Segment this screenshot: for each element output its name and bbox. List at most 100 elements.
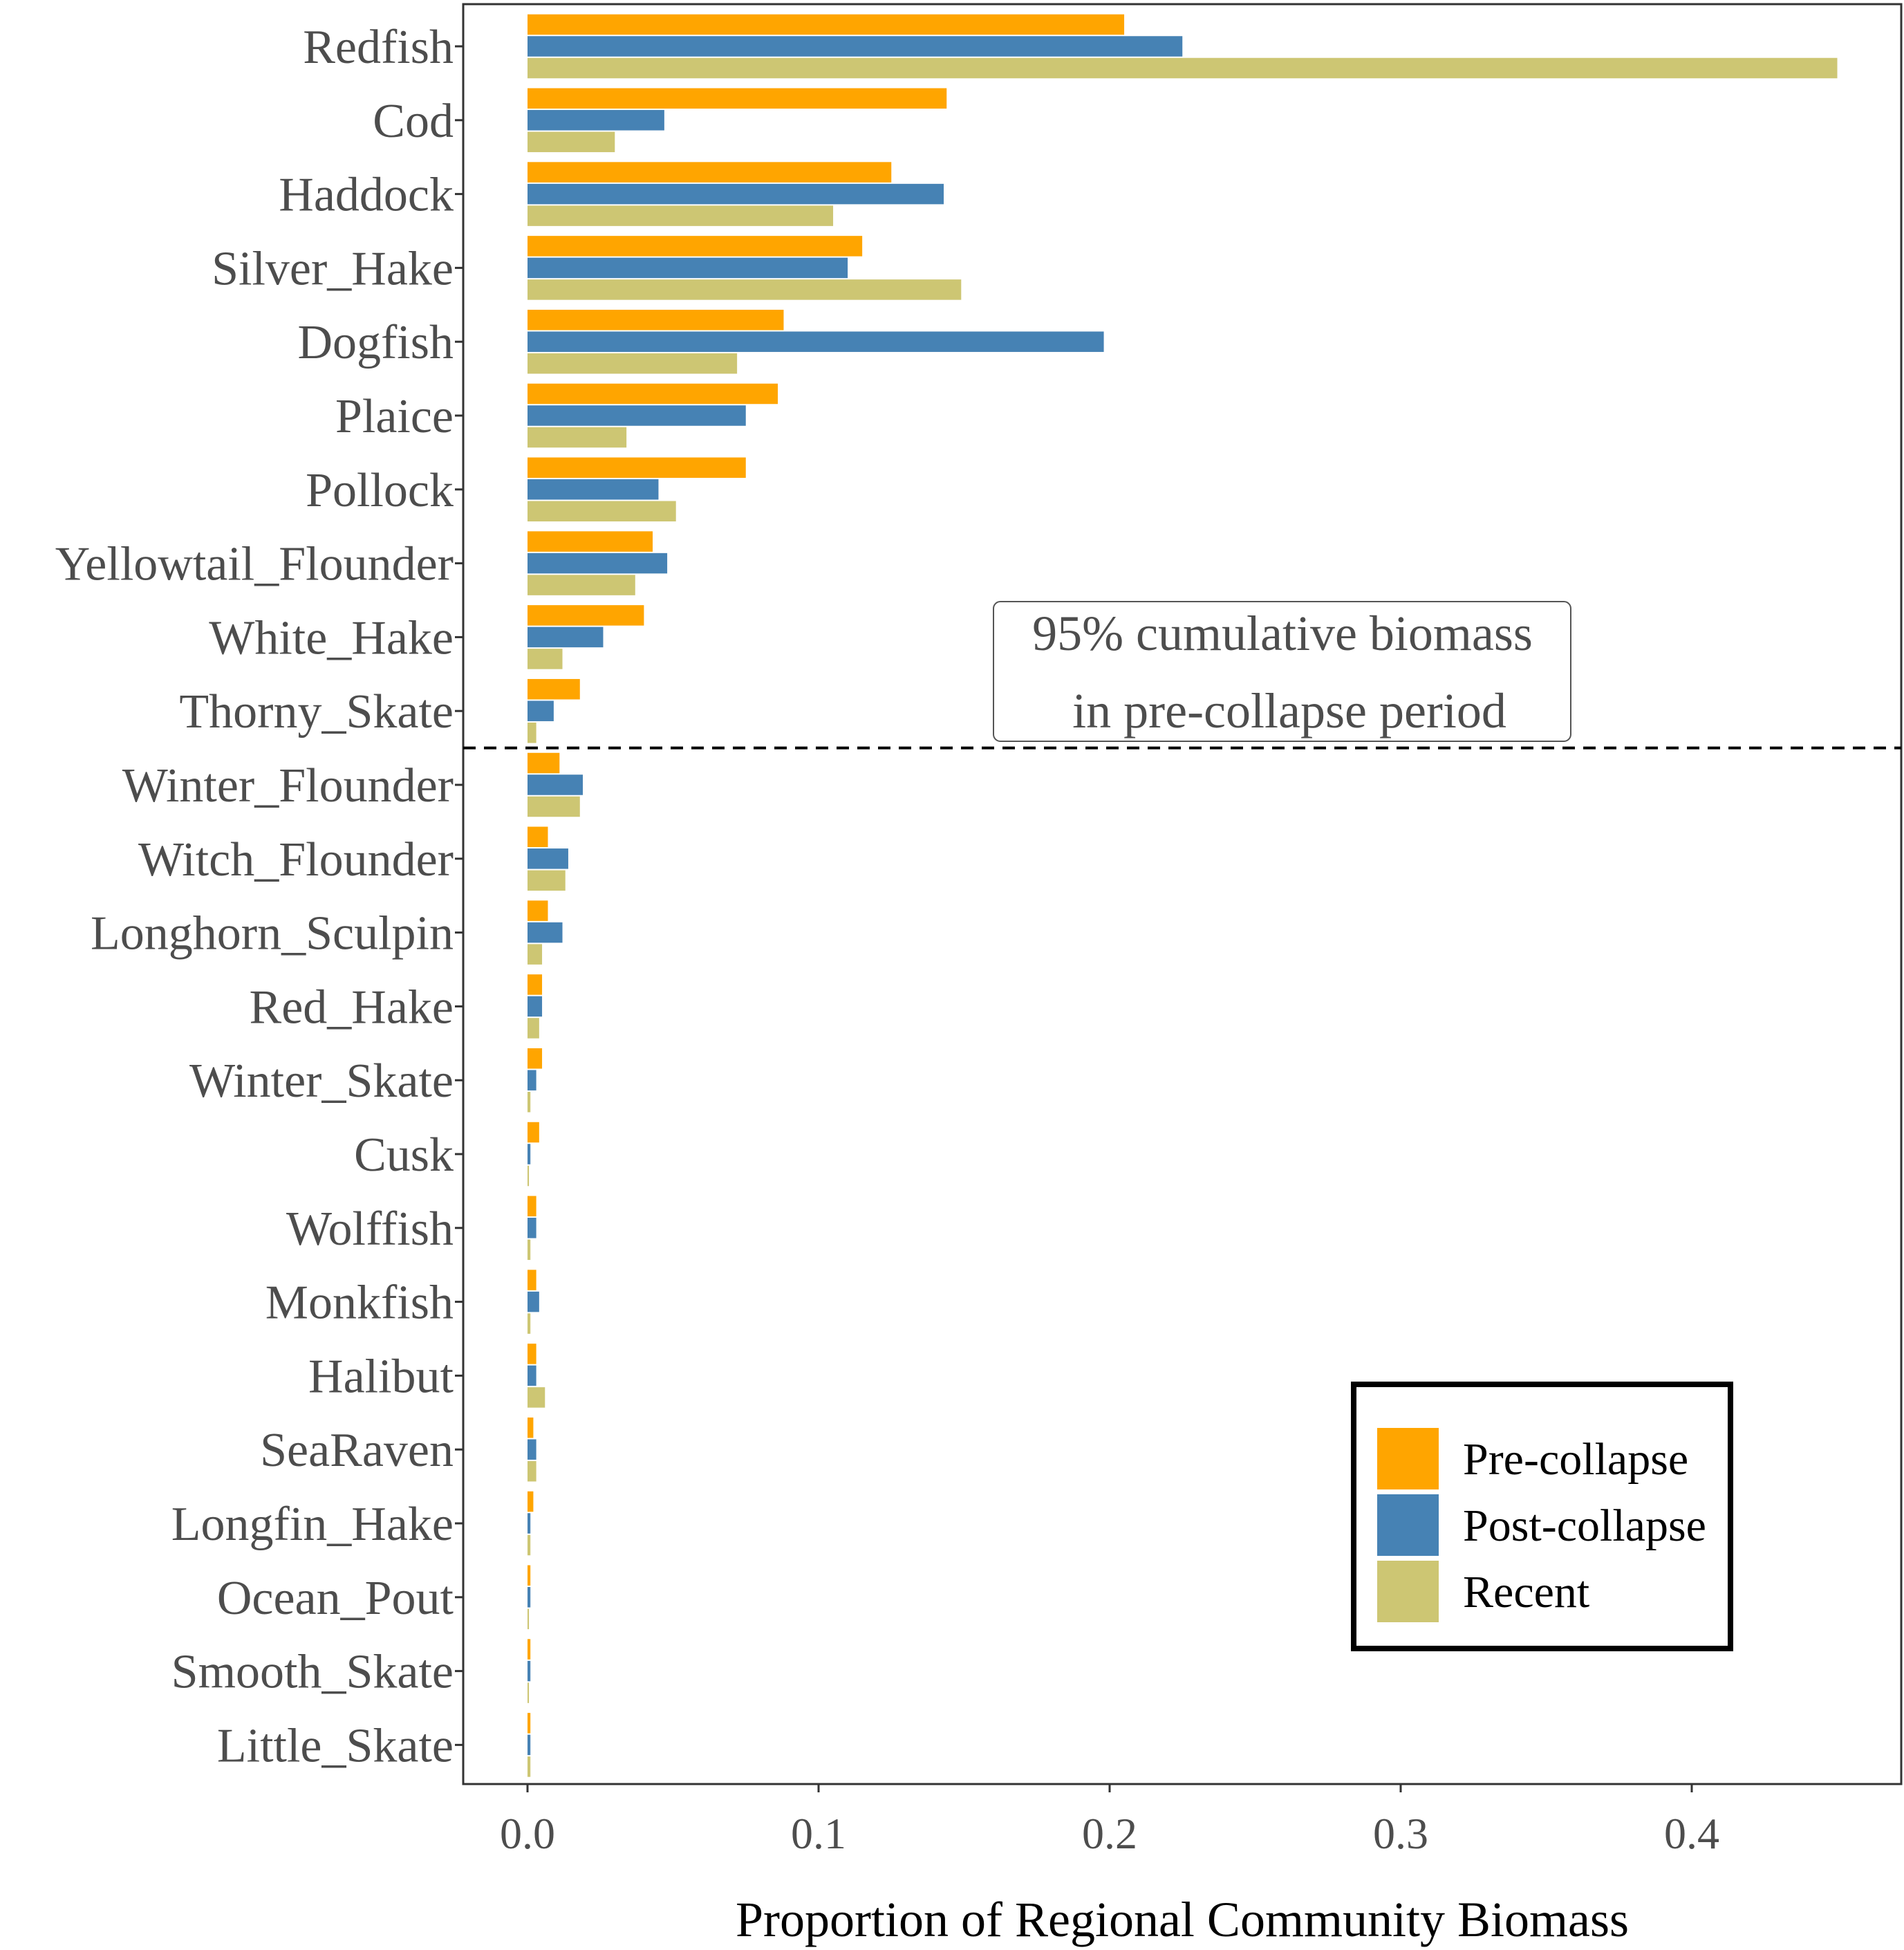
bar-longhorn-sculpin-recent [528,944,543,965]
category-label-longhorn-sculpin: Longhorn_Sculpin [91,907,454,960]
bar-silver-hake-pre-collapse [528,236,863,257]
legend-items: Pre-collapse Post-collapse Recent [1377,1428,1706,1622]
bar-ocean-pout-pre-collapse [528,1565,531,1586]
bar-cod-post-collapse [528,110,664,131]
category-label-little-skate: Little_Skate [217,1719,454,1772]
bar-longfin-hake-recent [528,1534,531,1556]
bar-pollock-pre-collapse [528,457,746,479]
bar-monkfish-post-collapse [528,1291,539,1312]
legend-key-pre-collapse [1377,1428,1439,1489]
legend-label-post-collapse: Post-collapse [1463,1501,1706,1551]
bar-plaice-pre-collapse [528,383,778,405]
category-label-wolffish: Wolffish [286,1202,454,1256]
legend-key-post-collapse [1377,1494,1439,1556]
bar-dogfish-pre-collapse [528,309,784,331]
bar-wolffish-recent [528,1239,531,1261]
legend-label-recent: Recent [1463,1567,1589,1617]
bar-dogfish-recent [528,353,738,374]
bar-witch-flounder-recent [528,870,566,891]
bar-searaven-post-collapse [528,1439,536,1460]
bar-pollock-post-collapse [528,479,659,500]
category-label-witch-flounder: Witch_Flounder [138,833,454,886]
legend-key-recent [1377,1561,1439,1622]
category-label-winter-skate: Winter_Skate [189,1055,454,1108]
cutoff-annotation-line-2: in pre-collapse period [1072,683,1506,739]
bar-cusk-pre-collapse [528,1122,539,1143]
bar-witch-flounder-pre-collapse [528,826,548,848]
bar-longhorn-sculpin-post-collapse [528,922,563,943]
bar-halibut-recent [528,1387,545,1408]
x-tick-label-4: 0.4 [1664,1809,1719,1858]
bar-little-skate-pre-collapse [528,1713,531,1734]
bar-plaice-post-collapse [528,405,746,426]
bar-white-hake-recent [528,649,563,669]
category-label-redfish: Redfish [303,21,454,74]
bar-searaven-pre-collapse [528,1417,534,1438]
category-label-monkfish: Monkfish [265,1276,454,1330]
bar-winter-flounder-post-collapse [528,774,583,795]
bar-longfin-hake-pre-collapse [528,1491,534,1512]
bar-smooth-skate-post-collapse [528,1660,531,1682]
bar-silver-hake-post-collapse [528,257,848,279]
bar-dogfish-post-collapse [528,331,1104,352]
bar-white-hake-post-collapse [528,626,604,648]
category-label-longfin-hake: Longfin_Hake [171,1498,454,1551]
bar-longhorn-sculpin-pre-collapse [528,900,548,921]
bar-pollock-recent [528,501,676,522]
bar-cusk-recent [528,1165,530,1187]
bar-smooth-skate-pre-collapse [528,1639,531,1660]
bar-winter-flounder-pre-collapse [528,752,560,774]
bar-silver-hake-recent [528,279,962,300]
bar-haddock-recent [528,205,834,226]
bar-little-skate-post-collapse [528,1734,531,1756]
bar-haddock-pre-collapse [528,162,892,183]
bar-thorny-skate-pre-collapse [528,678,580,700]
x-tick-label-2: 0.2 [1082,1809,1137,1858]
bar-winter-skate-recent [528,1091,531,1113]
bar-winter-skate-pre-collapse [528,1048,543,1069]
bar-ocean-pout-recent [528,1608,530,1630]
category-label-halibut: Halibut [308,1350,454,1403]
category-label-smooth-skate: Smooth_Skate [171,1646,454,1699]
bar-little-skate-recent [528,1756,531,1777]
category-label-searaven: SeaRaven [260,1424,454,1477]
category-label-yellowtail-flounder: Yellowtail_Flounder [55,538,454,591]
cutoff-annotation-line-1: 95% cumulative biomass [1032,606,1533,661]
bar-haddock-post-collapse [528,183,944,205]
bar-wolffish-pre-collapse [528,1196,536,1217]
bar-monkfish-pre-collapse [528,1270,536,1290]
category-label-silver-hake: Silver_Hake [212,242,454,295]
category-label-dogfish: Dogfish [297,316,454,369]
category-label-cod: Cod [373,95,454,148]
category-label-thorny-skate: Thorny_Skate [179,685,454,739]
bar-plaice-recent [528,427,627,448]
bar-red-hake-recent [528,1018,539,1039]
bar-cod-recent [528,131,615,153]
bar-yellowtail-flounder-post-collapse [528,552,668,574]
bar-redfish-pre-collapse [528,14,1125,35]
category-label-winter-flounder: Winter_Flounder [122,759,454,813]
x-axis-title: Proportion of Regional Community Biomass [736,1892,1629,1947]
cutoff-annotation: 95% cumulative biomass in pre-collapse p… [993,601,1571,742]
category-label-cusk: Cusk [354,1129,454,1182]
x-axis: 0.0 0.1 0.2 0.3 0.4 [500,1784,1719,1858]
bar-halibut-post-collapse [528,1365,536,1386]
bar-thorny-skate-post-collapse [528,700,554,721]
legend-label-pre-collapse: Pre-collapse [1463,1434,1688,1485]
category-label-pollock: Pollock [306,464,454,517]
legend: Pre-collapse Post-collapse Recent [1351,1382,1733,1651]
bar-longfin-hake-post-collapse [528,1513,531,1534]
bar-ocean-pout-post-collapse [528,1587,531,1608]
bar-wolffish-post-collapse [528,1218,536,1238]
bars-layer [528,14,1838,1777]
bar-monkfish-recent [528,1313,531,1334]
bar-red-hake-post-collapse [528,996,543,1017]
bar-yellowtail-flounder-recent [528,575,635,595]
bar-witch-flounder-post-collapse [528,848,568,869]
cutoff-annotation-box [993,601,1571,742]
bar-cod-pre-collapse [528,88,947,109]
bar-winter-skate-post-collapse [528,1070,536,1090]
bar-thorny-skate-recent [528,722,536,743]
bar-yellowtail-flounder-pre-collapse [528,531,653,552]
